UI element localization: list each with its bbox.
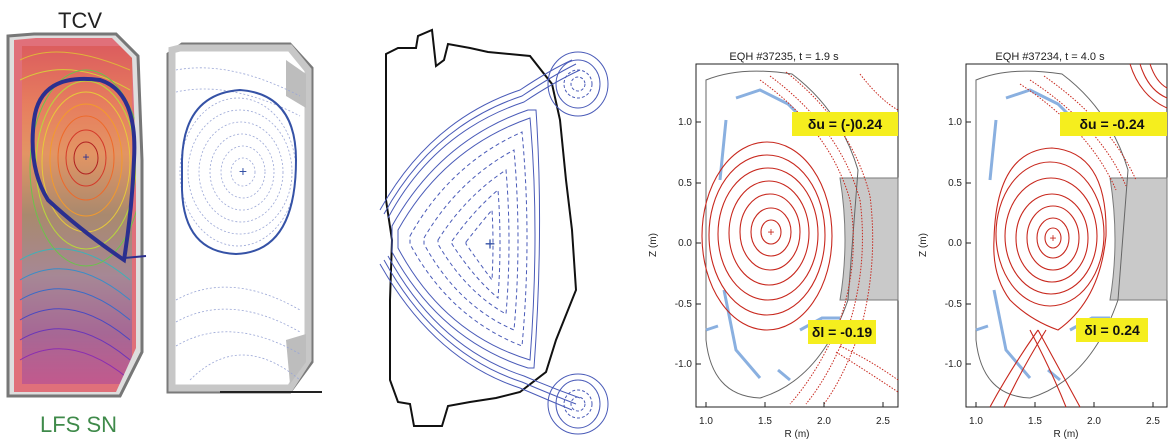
eqh-37234-corner-flux bbox=[1129, 63, 1168, 109]
eqh-37234-ytick: 0.0 bbox=[948, 238, 962, 249]
eqh-37235-ytick: 0.0 bbox=[678, 238, 692, 249]
eqh-37234-delta-upper: δu = -0.24 bbox=[1080, 116, 1145, 132]
eqh-37234-ytick: 1.0 bbox=[948, 117, 962, 128]
eqh-37234-title: EQH #37234, t = 4.0 s bbox=[995, 51, 1105, 63]
lower-coil-flux bbox=[547, 373, 609, 435]
eqh-37234-panel: EQH #37234, t = 4.0 s bbox=[918, 51, 1168, 440]
eqh-37235-xtick: 2.0 bbox=[817, 416, 831, 427]
eqh-37234-ytick: 0.5 bbox=[948, 178, 962, 189]
eqh-37235-delta-lower-badge bbox=[808, 320, 876, 344]
eqh-37235-ylabel: Z (m) bbox=[648, 233, 659, 257]
tcv-magnetic-axis: + bbox=[82, 150, 89, 164]
eqh-37234-y-axis: 1.0 0.5 0.0 -0.5 -1.0 Z (m) bbox=[918, 117, 971, 370]
tcv-label: TCV bbox=[58, 8, 102, 33]
outer-separatrix-legs bbox=[379, 59, 581, 411]
tcv-config-label: LFS SN bbox=[40, 412, 117, 437]
eqh-37235-ytick: -1.0 bbox=[675, 359, 693, 370]
eqh-37234-xtick: 2.0 bbox=[1087, 416, 1101, 427]
eqh-37235-xlabel: R (m) bbox=[785, 429, 810, 440]
eqh-37235-xtick: 1.5 bbox=[758, 416, 772, 427]
triangular-plasma-panel: + bbox=[379, 28, 609, 435]
eqh-37234-xtick: 2.5 bbox=[1146, 416, 1160, 427]
eqh-37235-delta-lower: δl = -0.19 bbox=[812, 324, 872, 340]
vessel-magnetic-axis: + bbox=[239, 163, 247, 179]
eqh-37234-x-axis: 1.0 1.5 2.0 2.5 R (m) bbox=[969, 402, 1160, 440]
eqh-37234-ytick: -1.0 bbox=[945, 359, 963, 370]
tcv-separatrix bbox=[30, 76, 137, 264]
eqh-37234-grey-structure bbox=[1109, 177, 1168, 301]
vessel-outline bbox=[166, 42, 314, 394]
vessel-separatrix bbox=[181, 88, 298, 256]
eqh-37234-delta-lower-badge bbox=[1076, 318, 1148, 342]
eqh-37235-xtick: 1.0 bbox=[699, 416, 713, 427]
eqh-37235-x-axis: 1.0 1.5 2.0 2.5 R (m) bbox=[699, 402, 890, 440]
eqh-37235-delta-upper: δu = (-)0.24 bbox=[808, 116, 882, 132]
eqh-37234-x-point-legs bbox=[989, 329, 1081, 408]
eqh-37235-y-axis: 1.0 0.5 0.0 -0.5 -1.0 Z (m) bbox=[648, 117, 701, 370]
eqh-37235-vessel-line bbox=[705, 70, 859, 399]
eqh-37235-magnetic-axis: + bbox=[767, 225, 774, 239]
eqh-37235-xtick: 2.5 bbox=[876, 416, 890, 427]
vessel-upper-tile bbox=[286, 60, 306, 108]
eqh-37234-ylabel: Z (m) bbox=[918, 233, 929, 257]
eqh-37235-ytick: -0.5 bbox=[675, 299, 693, 310]
eqh-37235-ytick: 0.5 bbox=[678, 178, 692, 189]
inner-flux-surfaces bbox=[409, 131, 528, 347]
eqh-37234-vessel-line bbox=[975, 70, 1129, 399]
eqh-37234-xtick: 1.0 bbox=[969, 416, 983, 427]
tcv-panel: TCV bbox=[6, 8, 147, 437]
eqh-37235-ytick: 1.0 bbox=[678, 117, 692, 128]
vessel-equilibrium-panel: + bbox=[166, 42, 322, 394]
eqh-37234-ytick: -0.5 bbox=[945, 299, 963, 310]
device-first-wall bbox=[385, 28, 578, 427]
eqh-37234-sol-lines bbox=[1019, 75, 1137, 191]
eqh-37235-grey-structure bbox=[839, 177, 899, 301]
vessel-flux-surfaces bbox=[179, 97, 297, 247]
eqh-37234-delta-upper-badge bbox=[1060, 112, 1167, 136]
eqh-37234-xtick: 1.5 bbox=[1028, 416, 1042, 427]
eqh-37234-xlabel: R (m) bbox=[1054, 429, 1079, 440]
eqh-37234-magnetic-axis: + bbox=[1049, 231, 1056, 245]
plasma-magnetic-axis: + bbox=[485, 234, 496, 254]
eqh-37234-closed-flux bbox=[993, 147, 1107, 331]
eqh-37234-delta-lower: δl = 0.24 bbox=[1084, 322, 1140, 338]
eqh-37235-panel: EQH #37235, t = 1.9 s bbox=[648, 51, 899, 440]
eqh-37235-delta-upper-badge bbox=[792, 112, 898, 136]
upper-coil-flux bbox=[547, 51, 609, 117]
vessel-open-flux-lines bbox=[175, 67, 301, 381]
vessel-lower-tile bbox=[286, 334, 306, 384]
eqh-37235-title: EQH #37235, t = 1.9 s bbox=[729, 51, 839, 63]
eqh-37235-closed-flux bbox=[701, 141, 833, 331]
